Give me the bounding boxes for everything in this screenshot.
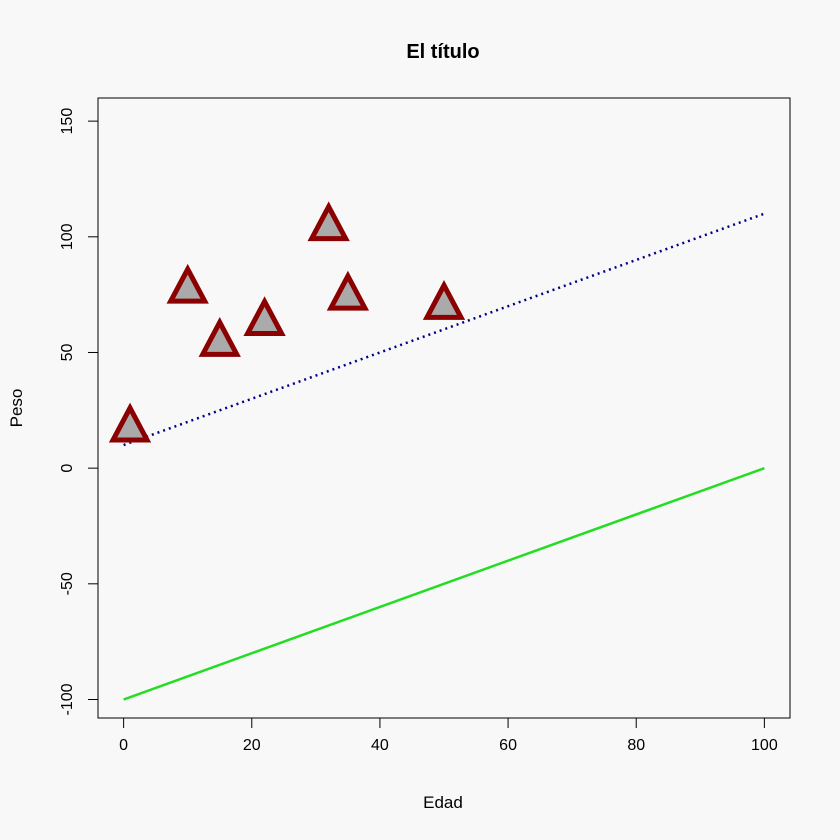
triangle-point — [198, 317, 241, 357]
x-axis: 0 20 40 60 80 100 — [119, 717, 778, 754]
plot-frame — [97, 97, 791, 719]
x-tick-label: 100 — [751, 737, 778, 754]
x-tick-label: 60 — [499, 737, 517, 754]
lines-layer — [123, 212, 765, 701]
solid-line — [123, 466, 765, 701]
y-tick-label: 0 — [59, 464, 76, 473]
triangle-point — [422, 280, 466, 320]
y-tick-label: -50 — [59, 572, 76, 595]
y-tick-label: 50 — [59, 343, 76, 361]
y-axis-label: Peso — [7, 389, 26, 428]
triangle-point — [326, 270, 370, 311]
y-axis: -100 -50 0 50 100 150 — [59, 108, 99, 716]
x-tick-label: 20 — [243, 737, 261, 754]
y-tick-label: -100 — [59, 683, 76, 715]
points-layer — [108, 201, 466, 443]
y-tick-label: 100 — [59, 223, 76, 250]
triangle-point — [108, 402, 152, 443]
triangle-point — [243, 296, 286, 337]
triangle-point — [307, 201, 350, 242]
chart-title: El título — [406, 41, 479, 63]
triangle-point — [166, 263, 209, 304]
x-tick-label: 80 — [627, 737, 645, 754]
x-axis-label: Edad — [423, 793, 463, 812]
x-tick-label: 40 — [371, 737, 389, 754]
y-tick-label: 150 — [59, 108, 76, 135]
x-tick-label: 0 — [119, 737, 128, 754]
